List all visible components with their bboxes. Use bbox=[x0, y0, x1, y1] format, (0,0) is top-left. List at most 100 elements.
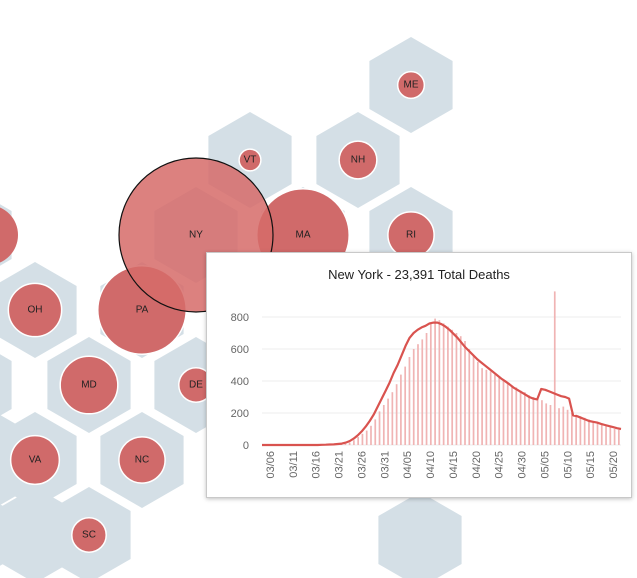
daily-bar bbox=[447, 326, 449, 445]
daily-bar bbox=[421, 339, 424, 445]
daily-bar bbox=[378, 411, 381, 445]
state-label-ri: RI bbox=[406, 230, 416, 241]
daily-bar bbox=[515, 387, 518, 445]
daily-bar bbox=[562, 406, 565, 445]
daily-bar bbox=[523, 392, 526, 445]
daily-bar bbox=[464, 341, 466, 445]
y-tick-label: 0 bbox=[243, 440, 249, 452]
bubble-nc[interactable] bbox=[118, 436, 166, 484]
state-label-oh: OH bbox=[28, 305, 43, 316]
y-tick-label: 800 bbox=[231, 312, 249, 324]
daily-bar bbox=[429, 323, 432, 445]
daily-bar bbox=[412, 349, 415, 445]
x-tick-label: 04/15 bbox=[448, 451, 460, 479]
daily-bar bbox=[344, 443, 347, 445]
x-tick-label: 05/15 bbox=[585, 451, 597, 479]
daily-bar bbox=[502, 381, 505, 445]
daily-bar bbox=[532, 397, 535, 445]
daily-bar bbox=[596, 422, 599, 445]
daily-bar bbox=[472, 355, 475, 445]
x-tick-label: 04/05 bbox=[402, 451, 414, 479]
daily-bar bbox=[600, 424, 603, 445]
daily-bar bbox=[404, 366, 407, 445]
x-tick-label: 03/06 bbox=[265, 451, 277, 479]
daily-bar bbox=[438, 320, 441, 445]
daily-bar bbox=[374, 419, 377, 445]
daily-bar bbox=[494, 374, 496, 445]
x-tick-label: 03/21 bbox=[334, 451, 346, 479]
daily-bar bbox=[476, 361, 479, 445]
state-bubble[interactable] bbox=[0, 205, 18, 265]
hex-tile bbox=[378, 492, 462, 578]
bubble-md[interactable] bbox=[59, 355, 119, 415]
daily-bar bbox=[434, 318, 436, 445]
daily-bar bbox=[506, 384, 509, 445]
daily-bar bbox=[545, 403, 548, 445]
x-tick-label: 03/26 bbox=[356, 451, 368, 479]
daily-bar bbox=[588, 419, 590, 445]
tooltip-title: New York - 23,391 Total Deaths bbox=[328, 267, 510, 282]
state-tooltip: New York - 23,391 Total Deaths 0 200 400 60… bbox=[206, 252, 632, 498]
daily-bar bbox=[609, 427, 612, 445]
daily-bar bbox=[361, 433, 364, 445]
bubble-oh[interactable] bbox=[7, 282, 63, 338]
bubble-nh[interactable] bbox=[338, 140, 378, 180]
daily-bar bbox=[592, 421, 595, 445]
x-tick-label: 04/30 bbox=[517, 451, 529, 479]
x-tick-label: 04/25 bbox=[494, 451, 506, 479]
state-label-ma: MA bbox=[296, 230, 311, 241]
daily-bar bbox=[459, 336, 462, 445]
daily-bar bbox=[579, 416, 582, 445]
x-tick-label: 05/10 bbox=[562, 451, 574, 479]
daily-bar bbox=[387, 398, 389, 445]
hex-tile bbox=[0, 354, 12, 416]
state-label-va: VA bbox=[29, 455, 42, 466]
daily-bar bbox=[489, 371, 492, 445]
daily-bar bbox=[536, 398, 539, 445]
daily-bar bbox=[395, 384, 398, 445]
bubble-vt[interactable] bbox=[238, 148, 262, 172]
daily-bar bbox=[391, 392, 394, 445]
daily-bar bbox=[575, 414, 577, 445]
daily-bar bbox=[408, 357, 411, 445]
x-tick-label: 04/20 bbox=[471, 451, 483, 479]
daily-bar bbox=[481, 368, 483, 445]
trend-line bbox=[262, 321, 622, 447]
state-label-de: DE bbox=[189, 380, 203, 391]
x-tick-label: 05/20 bbox=[608, 451, 620, 479]
state-label-nh: NH bbox=[351, 155, 365, 166]
x-tick-label: 04/10 bbox=[425, 451, 437, 479]
daily-bar bbox=[417, 344, 419, 445]
daily-bar bbox=[541, 400, 543, 445]
daily-bar bbox=[528, 395, 530, 445]
state-label-md: MD bbox=[81, 380, 97, 391]
daily-bar bbox=[353, 440, 355, 445]
daily-bar bbox=[400, 374, 402, 445]
state-label-me: ME bbox=[404, 80, 419, 91]
bubble-sc[interactable] bbox=[71, 517, 107, 553]
daily-bar bbox=[558, 408, 560, 445]
daily-bar bbox=[442, 323, 445, 445]
bubble-va[interactable] bbox=[9, 434, 61, 486]
daily-bar bbox=[613, 429, 616, 445]
x-tick-label: 03/16 bbox=[311, 451, 323, 479]
state-label-nc: NC bbox=[135, 455, 149, 466]
state-label-sc: SC bbox=[82, 530, 96, 541]
daily-bar bbox=[357, 437, 360, 445]
daily-bar bbox=[511, 385, 513, 445]
daily-bar bbox=[566, 409, 569, 445]
state-label-pa: PA bbox=[136, 305, 149, 316]
daily-bar bbox=[570, 413, 573, 445]
daily-bar bbox=[365, 430, 368, 445]
daily-bar bbox=[451, 329, 454, 445]
y-tick-label: 600 bbox=[231, 344, 249, 356]
bubble-me[interactable] bbox=[396, 70, 426, 100]
x-tick-label: 03/31 bbox=[379, 451, 391, 479]
x-tick-label: 03/11 bbox=[288, 451, 300, 478]
state-label-ny: NY bbox=[189, 230, 203, 241]
daily-bar bbox=[370, 425, 372, 445]
daily-bar bbox=[455, 333, 458, 445]
daily-bar bbox=[553, 291, 556, 445]
daily-deaths-chart: 0 200 400 600 800 03/06 03/11 03/16 03/21 03/26 03… bbox=[231, 291, 622, 479]
